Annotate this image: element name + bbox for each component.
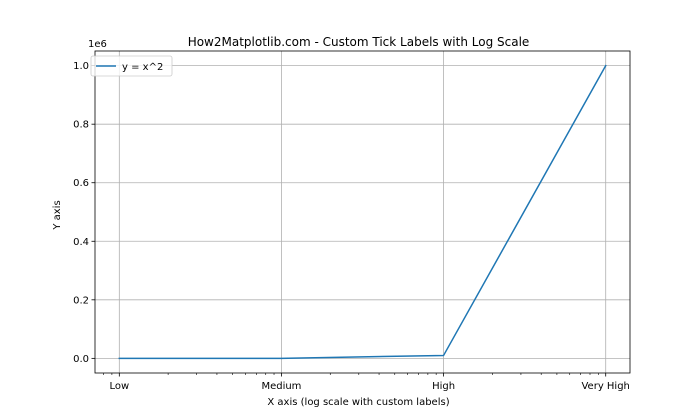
x-axis-ticks: Low Medium High Very High <box>103 373 630 392</box>
x-axis-label: X axis (log scale with custom labels) <box>267 397 449 408</box>
legend-label: y = x^2 <box>122 62 163 73</box>
y-tick-label: 0.8 <box>73 120 89 131</box>
chart-title: How2Matplotlib.com - Custom Tick Labels … <box>188 35 530 49</box>
legend: y = x^2 <box>90 55 173 77</box>
y-axis-label: Y axis <box>52 200 63 230</box>
grid <box>95 51 630 373</box>
y-tick-label: 0.2 <box>73 295 89 306</box>
y-tick-label: 0.0 <box>73 354 89 365</box>
y-tick-label: 0.4 <box>73 237 89 248</box>
series-layer <box>118 64 607 360</box>
y-axis-ticks: 0.0 0.2 0.4 0.6 0.8 1.0 <box>73 61 95 365</box>
legend-box <box>90 55 173 77</box>
plot-frame <box>94 50 631 374</box>
x-tick-label: Very High <box>581 381 629 392</box>
x-tick-label: High <box>432 381 455 392</box>
x-tick-label: Low <box>109 381 129 392</box>
y-tick-label: 1.0 <box>73 61 89 72</box>
x-tick-label: Medium <box>261 381 301 392</box>
y-axis-offset-text: 1e6 <box>88 39 107 50</box>
series-line <box>118 64 607 360</box>
y-tick-label: 0.6 <box>73 178 89 189</box>
